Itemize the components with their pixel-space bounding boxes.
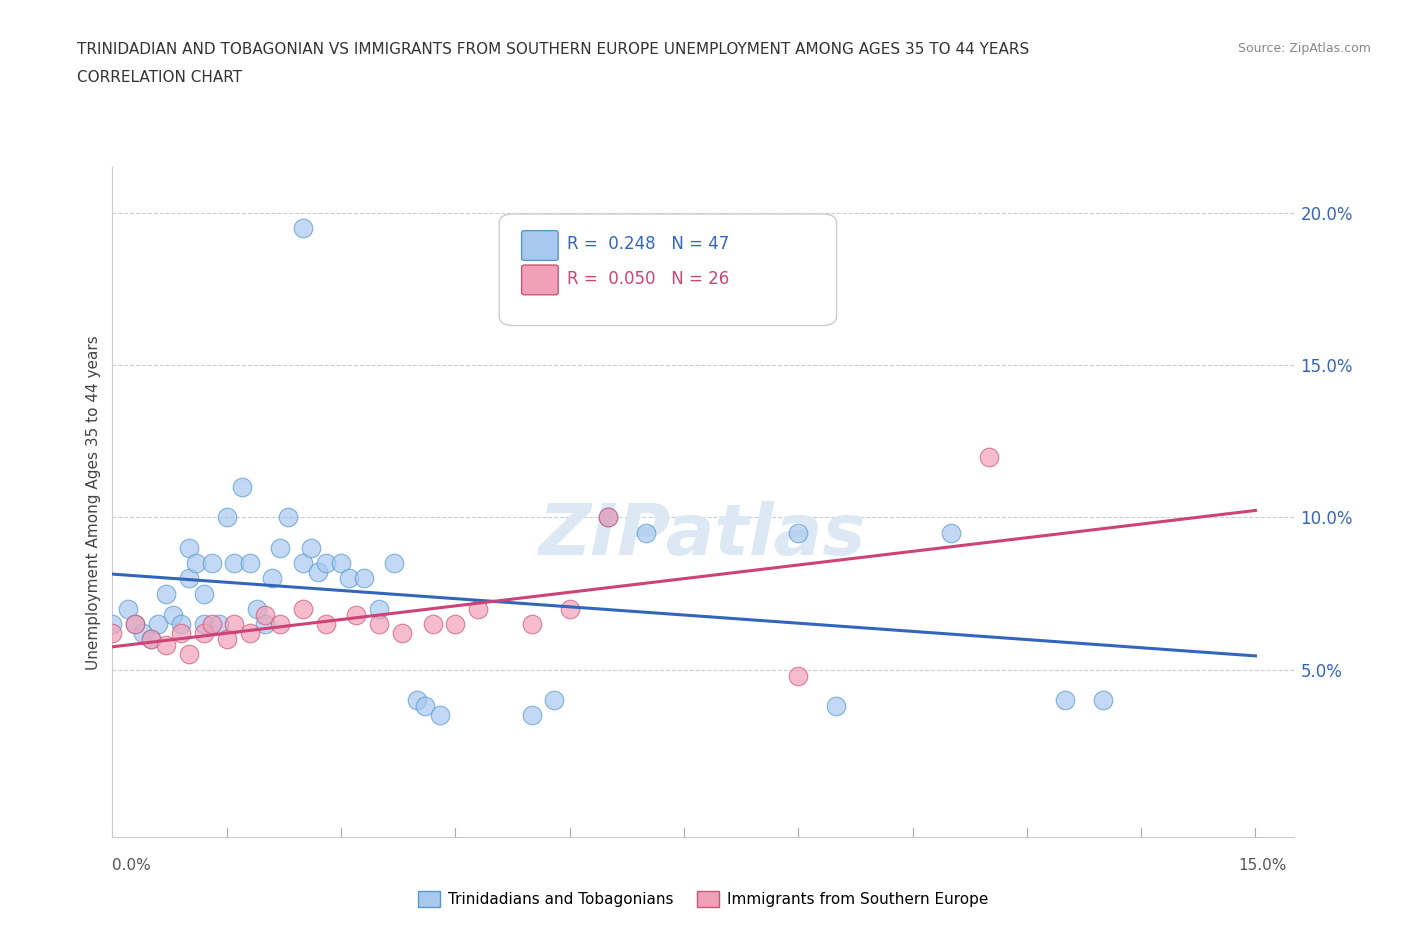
Point (101, 617, 124, 631)
Point (299, 540, 322, 555)
Point (596, 510, 619, 525)
Point (291, 220, 314, 235)
Point (193, 617, 215, 631)
Point (200, 555, 222, 570)
Point (139, 631, 162, 646)
Text: TRINIDADIAN AND TOBAGONIAN VS IMMIGRANTS FROM SOUTHERN EUROPE UNEMPLOYMENT AMONG: TRINIDADIAN AND TOBAGONIAN VS IMMIGRANTS… (77, 42, 1029, 57)
Point (413, 698, 436, 713)
Point (429, 708, 451, 723)
Point (315, 617, 337, 631)
Point (124, 617, 146, 631)
Point (520, 708, 543, 723)
Point (307, 565, 329, 579)
Point (422, 617, 444, 631)
Point (444, 617, 467, 631)
Point (224, 617, 246, 631)
Point (467, 602, 489, 617)
Point (148, 617, 170, 631)
Point (825, 698, 848, 713)
Point (208, 617, 231, 631)
Point (368, 617, 391, 631)
Point (558, 602, 581, 617)
Point (269, 617, 291, 631)
Text: R =  0.050   N = 26: R = 0.050 N = 26 (567, 270, 728, 288)
Point (277, 510, 299, 525)
Text: ZIPatlas: ZIPatlas (540, 501, 866, 570)
Point (391, 626, 413, 641)
Point (177, 647, 200, 662)
Point (634, 525, 657, 540)
Point (269, 540, 291, 555)
Point (177, 540, 200, 555)
Point (246, 602, 269, 617)
Point (124, 617, 146, 631)
Point (596, 510, 619, 525)
Point (215, 631, 238, 646)
Text: CORRELATION CHART: CORRELATION CHART (77, 70, 242, 85)
Point (520, 617, 543, 631)
Point (291, 555, 314, 570)
Point (353, 571, 375, 586)
Point (368, 602, 391, 617)
Point (231, 480, 253, 495)
Point (139, 631, 162, 646)
Point (262, 571, 284, 586)
Point (344, 607, 367, 622)
Point (224, 555, 246, 570)
Point (384, 555, 406, 570)
Point (200, 617, 222, 631)
Point (117, 602, 139, 617)
Point (177, 571, 200, 586)
Point (239, 555, 262, 570)
Point (315, 555, 337, 570)
Point (239, 626, 262, 641)
Point (787, 669, 810, 684)
Point (101, 626, 124, 641)
Point (330, 555, 353, 570)
Point (132, 626, 155, 641)
Point (1053, 693, 1076, 708)
Point (787, 525, 810, 540)
Point (253, 607, 276, 622)
Point (543, 693, 565, 708)
Point (977, 449, 1000, 464)
Point (1092, 693, 1115, 708)
Legend: Trinidadians and Tobagonians, Immigrants from Southern Europe: Trinidadians and Tobagonians, Immigrants… (412, 884, 994, 913)
Point (186, 555, 208, 570)
Text: R =  0.248   N = 47: R = 0.248 N = 47 (567, 234, 728, 253)
Y-axis label: Unemployment Among Ages 35 to 44 years: Unemployment Among Ages 35 to 44 years (86, 335, 101, 670)
Point (253, 617, 276, 631)
Point (155, 638, 177, 653)
Point (291, 602, 314, 617)
Point (215, 510, 238, 525)
Point (155, 586, 177, 601)
Text: 0.0%: 0.0% (112, 857, 152, 872)
Point (162, 607, 184, 622)
Point (193, 626, 215, 641)
Point (170, 617, 193, 631)
Point (337, 571, 360, 586)
Text: 15.0%: 15.0% (1239, 857, 1286, 872)
Point (170, 626, 193, 641)
Point (193, 586, 215, 601)
Point (406, 693, 429, 708)
Text: Source: ZipAtlas.com: Source: ZipAtlas.com (1237, 42, 1371, 55)
Point (939, 525, 962, 540)
